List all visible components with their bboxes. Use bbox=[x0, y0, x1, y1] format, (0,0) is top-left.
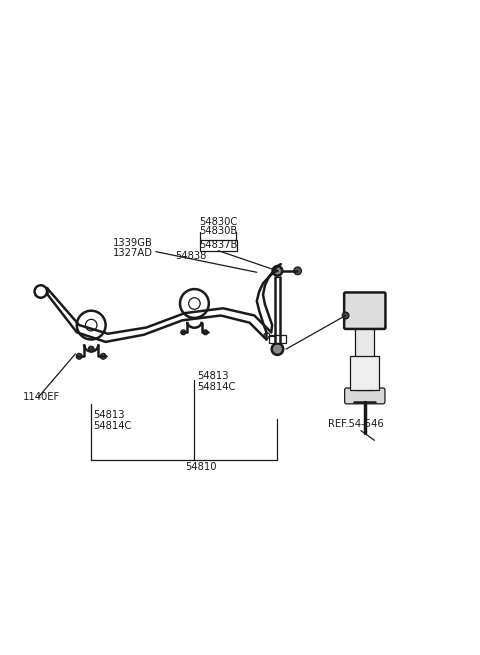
FancyBboxPatch shape bbox=[200, 240, 237, 251]
Text: 1140EF: 1140EF bbox=[23, 392, 60, 402]
Circle shape bbox=[203, 330, 208, 335]
Text: 1327AD: 1327AD bbox=[113, 248, 153, 258]
Bar bbox=[350, 356, 379, 390]
Text: 54837B: 54837B bbox=[199, 240, 238, 250]
Text: 1339GB: 1339GB bbox=[113, 238, 153, 248]
Circle shape bbox=[100, 354, 106, 359]
Circle shape bbox=[273, 266, 282, 276]
Circle shape bbox=[294, 267, 301, 274]
Text: REF.54-546: REF.54-546 bbox=[328, 419, 384, 430]
Circle shape bbox=[272, 343, 283, 355]
Text: 54814C: 54814C bbox=[94, 421, 132, 431]
Circle shape bbox=[181, 330, 186, 335]
Text: 54810: 54810 bbox=[185, 462, 216, 472]
Text: 54813: 54813 bbox=[94, 410, 125, 420]
FancyBboxPatch shape bbox=[345, 388, 385, 404]
FancyBboxPatch shape bbox=[344, 293, 385, 329]
Text: 54838: 54838 bbox=[175, 252, 206, 261]
Text: 54830C: 54830C bbox=[199, 217, 238, 227]
Bar bbox=[269, 335, 286, 343]
Circle shape bbox=[342, 312, 349, 319]
Circle shape bbox=[76, 354, 82, 359]
Text: 54813: 54813 bbox=[197, 371, 228, 381]
Bar bbox=[355, 328, 374, 390]
Text: 54830B: 54830B bbox=[199, 227, 238, 236]
Circle shape bbox=[88, 346, 94, 352]
Text: 54814C: 54814C bbox=[197, 383, 235, 392]
